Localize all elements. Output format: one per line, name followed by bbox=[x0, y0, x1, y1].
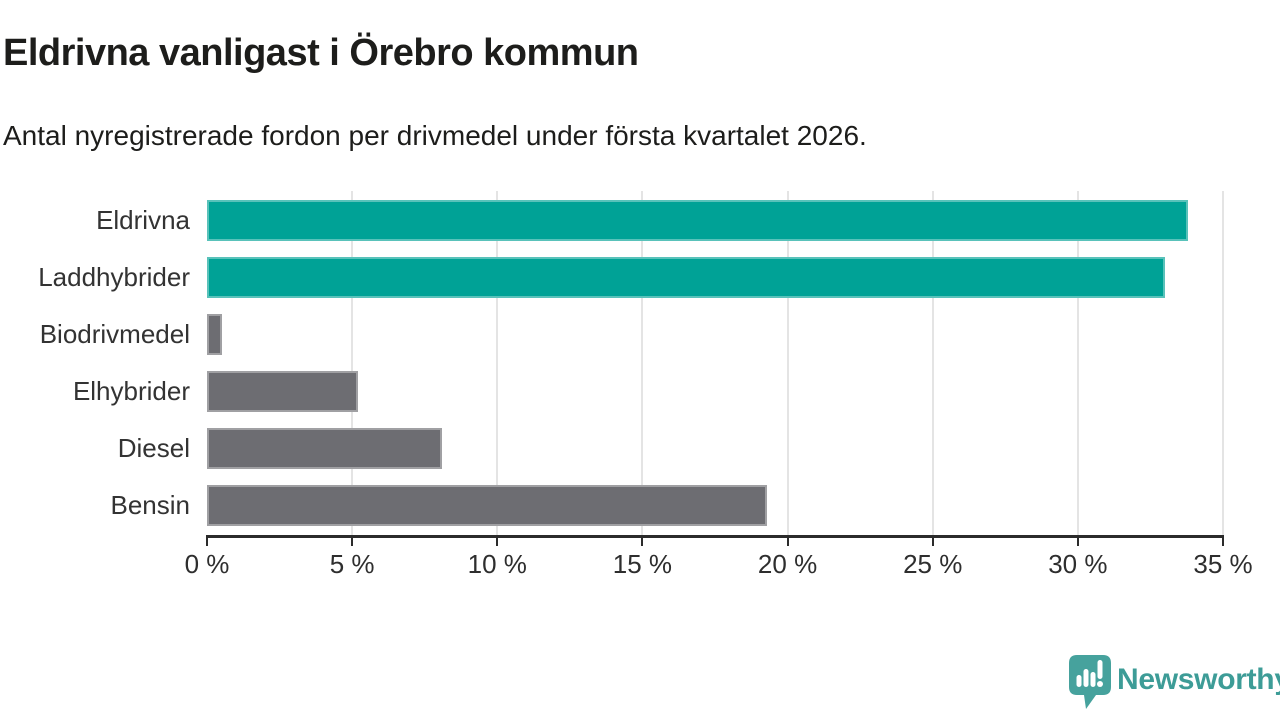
x-tick-label-0: 0 % bbox=[184, 549, 230, 579]
bar-bensin bbox=[207, 485, 768, 526]
x-tick-label-10: 10 % bbox=[467, 549, 527, 579]
bar-diesel bbox=[207, 428, 443, 469]
bar-laddhybrider bbox=[207, 257, 1165, 298]
category-label-diesel: Diesel bbox=[117, 433, 190, 463]
x-tick-0 bbox=[206, 535, 208, 546]
bar-elhybrider bbox=[207, 371, 358, 412]
newsworthy-bar-chart-speech-bubble-icon bbox=[1069, 655, 1111, 709]
x-tick-label-20: 20 % bbox=[757, 549, 818, 579]
x-tick-30 bbox=[1076, 535, 1079, 546]
x-tick-label-5: 5 % bbox=[329, 549, 375, 579]
category-label-elhybrider: Elhybrider bbox=[72, 376, 190, 406]
newsworthy-logo-text: Newsworthy bbox=[1117, 663, 1280, 696]
x-tick-5 bbox=[351, 535, 354, 546]
gridline-10 bbox=[496, 191, 499, 535]
x-axis-line bbox=[206, 535, 1224, 538]
category-label-eldrivna: Eldrivna bbox=[96, 205, 190, 235]
x-tick-15 bbox=[641, 535, 644, 546]
bar-eldrivna bbox=[207, 200, 1189, 241]
x-tick-25 bbox=[931, 535, 934, 546]
x-tick-35 bbox=[1222, 535, 1224, 546]
category-label-laddhybrider: Laddhybrider bbox=[38, 262, 190, 292]
gridline-5 bbox=[351, 191, 354, 535]
x-tick-label-15: 15 % bbox=[612, 549, 673, 579]
category-label-bensin: Bensin bbox=[110, 490, 191, 520]
bar-biodrivmedel bbox=[207, 314, 222, 355]
x-tick-10 bbox=[496, 535, 499, 546]
x-tick-label-35: 35 % bbox=[1193, 549, 1253, 579]
x-tick-label-30: 30 % bbox=[1048, 549, 1108, 579]
gridline-20 bbox=[786, 191, 789, 535]
gridline-35 bbox=[1222, 191, 1224, 535]
category-label-biodrivmedel: Biodrivmedel bbox=[39, 319, 190, 349]
gridline-25 bbox=[931, 191, 934, 535]
gridline-30 bbox=[1076, 191, 1079, 535]
x-tick-20 bbox=[786, 535, 789, 546]
chart-subtitle: Antal nyregistrerade fordon per drivmede… bbox=[3, 120, 867, 151]
gridline-15 bbox=[641, 191, 644, 535]
newsworthy-logo: Newsworthy bbox=[1068, 654, 1280, 710]
chart-title: Eldrivna vanligast i Örebro kommun bbox=[3, 32, 639, 74]
x-tick-label-25: 25 % bbox=[903, 549, 963, 579]
